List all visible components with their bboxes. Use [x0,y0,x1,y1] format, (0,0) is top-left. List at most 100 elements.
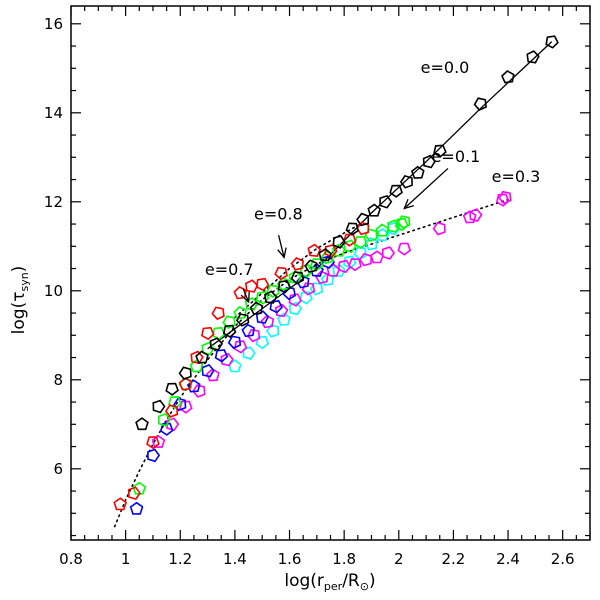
point-e-0-3 [348,258,362,272]
point-e-0-0 [345,222,360,236]
point-e-0-7 [157,412,172,427]
point-e-0-0 [264,290,278,304]
point-e-0-8 [342,233,357,247]
series-e-0-3 [151,190,512,448]
point-e-0-3 [246,328,261,343]
point-e-0-0 [152,399,166,414]
arrow-shaft [277,235,285,258]
point-e-0-0 [318,248,333,262]
point-e-0-1 [310,263,324,277]
point-e-0-8 [255,277,270,292]
point-e-0-7 [353,235,368,249]
annotation-e-0-3: e=0.3 [492,167,541,186]
point-e-0-8 [290,257,304,271]
line-dotted-fit [113,198,509,528]
point-e-0-3 [381,246,396,260]
point-cyan [364,237,378,251]
plot-layer: e=0.0 e=0.1 e=0.3 e=0.8 e=0.7 [113,35,559,528]
point-e-0-0 [209,337,223,351]
point-e-0-1 [129,501,144,515]
point-e-0-8 [233,285,247,300]
point-e-0-8 [113,497,128,511]
y-tick-label: 8 [53,371,63,389]
point-e-0-0 [332,235,346,249]
point-e-0-0 [367,203,382,217]
point-e-0-0 [277,279,292,294]
point-e-0-0 [165,382,179,396]
annotation-e-0-7: e=0.7 [205,260,254,279]
point-cyan [343,255,357,269]
point-e-0-7 [387,219,401,233]
point-e-0-1 [159,422,174,436]
series-e-0-1 [129,255,335,515]
point-e-0-0 [545,35,559,49]
annotation-e-0-1: e=0.1 [432,147,481,166]
point-e-0-7 [255,291,270,305]
point-e-0-3 [166,417,180,432]
point-e-0-8 [244,279,259,293]
y-tick-label: 16 [44,15,63,33]
point-cyan [288,301,303,316]
x-tick-label: 1.4 [223,550,247,568]
point-e-0-0 [235,313,250,327]
point-cyan [299,291,313,305]
point-e-0-1 [269,299,283,314]
point-e-0-3 [358,252,373,267]
x-tick-label: 1.8 [332,550,356,568]
point-e-0-0 [526,50,540,64]
point-e-0-0 [356,212,370,227]
x-tick-label: 2 [394,550,404,568]
point-e-0-7 [288,270,302,284]
point-e-0-3 [469,208,483,222]
point-e-0-0 [433,144,447,158]
point-e-0-1 [147,448,161,463]
arrow-shaft [403,167,449,209]
point-e-0-3 [370,250,384,264]
point-e-0-7 [266,284,280,298]
point-e-0-8 [127,486,141,501]
y-axis-label: log(τsyn) [9,266,31,335]
point-e-0-3 [397,242,412,256]
point-e-0-0 [178,366,192,381]
annotation-e-0-0: e=0.0 [421,58,470,77]
x-tick-label: 1.6 [278,550,302,568]
x-tick-label: 1 [121,550,131,568]
arrow-head [240,291,250,304]
point-e-0-7 [364,228,378,243]
x-tick-label: 2.6 [551,550,575,568]
point-e-0-0 [249,301,264,315]
point-e-0-7 [394,217,409,232]
y-tick-label: 12 [44,193,63,211]
point-e-0-3 [498,190,512,205]
point-e-0-3 [233,340,248,354]
point-e-0-8 [146,436,160,450]
y-tick-label: 10 [44,282,63,300]
point-e-0-7 [309,258,324,272]
x-tick-label: 2.2 [441,550,465,568]
point-e-0-1 [201,363,215,378]
point-e-0-1 [241,323,255,338]
point-e-0-8 [307,243,322,257]
point-e-0-0 [222,324,237,338]
x-tick-label: 1.2 [168,550,192,568]
point-e-0-0 [389,184,403,198]
point-e-0-0 [473,97,487,111]
point-e-0-7 [233,305,247,320]
point-e-0-0 [379,194,393,209]
point-e-0-7 [397,215,411,229]
point-e-0-8 [324,244,338,258]
point-e-0-3 [178,400,193,414]
point-e-0-0 [399,174,413,189]
point-cyan [332,263,346,278]
point-e-0-0 [290,271,305,285]
y-tick-label: 6 [53,460,63,478]
point-e-0-0 [422,154,436,169]
point-e-0-0 [195,350,209,364]
x-axis-label: log(rper/R⊙) [284,571,375,593]
y-tick-label: 14 [44,104,63,122]
point-e-0-0 [501,70,515,84]
point-e-0-8 [164,404,179,418]
point-e-0-3 [288,293,303,307]
point-e-0-3 [192,384,206,398]
point-e-0-8 [200,326,215,341]
